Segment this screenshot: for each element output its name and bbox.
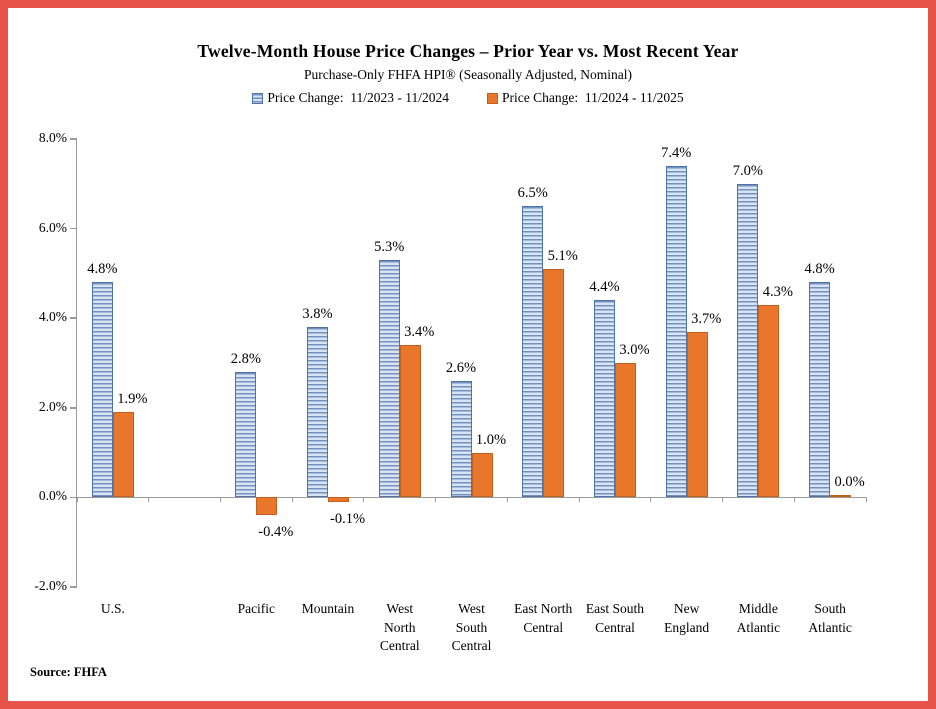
bar-recent-year xyxy=(543,268,565,498)
bar-prior-year xyxy=(522,206,544,498)
x-axis-category-label: U.S. xyxy=(100,601,125,616)
legend-label-recent-year: Price Change: 11/2024 - 11/2025 xyxy=(502,90,684,105)
category-axis-tick xyxy=(363,497,365,503)
bar-prior-year xyxy=(378,259,400,498)
y-axis-tick xyxy=(70,586,77,588)
bar-recent-year xyxy=(328,497,350,502)
x-axis-line xyxy=(77,496,866,499)
x-axis-category-label: South Atlantic xyxy=(808,601,852,635)
category-axis-tick xyxy=(435,497,437,503)
y-axis-tick-label: -2.0% xyxy=(34,578,67,593)
bar-prior-year xyxy=(593,300,615,498)
bar-value-label: 2.8% xyxy=(230,350,261,367)
chart-legend: Price Change: 11/2023 - 11/2024 Price Ch… xyxy=(8,90,928,106)
bar-prior-year xyxy=(809,282,831,498)
y-axis-tick xyxy=(70,227,77,230)
legend-label-prior-year: Price Change: 11/2023 - 11/2024 xyxy=(267,90,449,105)
bar-value-label: -0.4% xyxy=(258,524,294,541)
legend-item-prior-year: Price Change: 11/2023 - 11/2024 xyxy=(252,90,449,106)
bar-value-label: 1.0% xyxy=(475,431,507,448)
bar-recent-year xyxy=(830,495,852,498)
bar-recent-year xyxy=(758,304,780,498)
bar-prior-year xyxy=(307,327,329,498)
category-axis-tick xyxy=(291,497,293,503)
bar-recent-year xyxy=(399,345,421,498)
category-axis-tick xyxy=(148,497,150,503)
x-axis-category-label: New England xyxy=(664,601,710,635)
bar-value-label: 1.9% xyxy=(117,391,148,408)
category-axis-tick xyxy=(506,497,508,503)
x-axis-category-label: West North Central xyxy=(379,601,420,653)
bar-value-label: 5.1% xyxy=(547,247,578,264)
bar-recent-year xyxy=(614,363,636,498)
x-axis-category-label: East North Central xyxy=(514,601,573,635)
chart-subtitle: Purchase-Only FHFA HPI® (Seasonally Adju… xyxy=(304,67,632,82)
y-axis-tick-label: 0.0% xyxy=(38,488,67,504)
bar-prior-year xyxy=(737,183,759,498)
y-axis-tick xyxy=(70,138,77,140)
legend-swatch-prior-year-icon xyxy=(252,92,264,104)
x-axis-category-label: Middle Atlantic xyxy=(736,601,781,635)
bar-value-label: 4.8% xyxy=(87,261,118,278)
category-axis-tick xyxy=(578,497,580,503)
bar-prior-year xyxy=(665,165,687,498)
bar-recent-year xyxy=(112,412,134,498)
y-axis-tick-label: 2.0% xyxy=(38,398,67,414)
x-axis-category-label: Mountain xyxy=(301,601,355,616)
bar-prior-year xyxy=(91,282,113,498)
bar-value-label: 2.6% xyxy=(445,359,477,376)
bar-recent-year xyxy=(471,452,493,498)
category-axis-tick xyxy=(219,497,221,503)
x-axis-category-label: East South Central xyxy=(585,601,645,635)
bar-prior-year xyxy=(450,380,472,498)
legend-item-recent-year: Price Change: 11/2024 - 11/2025 xyxy=(487,90,684,106)
bar-value-label: 7.0% xyxy=(732,162,764,179)
y-axis-tick xyxy=(70,407,77,409)
y-axis-tick-label: 6.0% xyxy=(38,219,67,235)
bar-value-label: 3.7% xyxy=(691,310,722,327)
x-axis-category-label: West South Central xyxy=(451,601,492,653)
bar-value-label: 4.3% xyxy=(762,283,794,300)
y-axis-tick-label: 4.0% xyxy=(38,309,67,325)
category-axis-tick xyxy=(865,497,867,503)
category-axis-tick xyxy=(722,497,724,503)
category-axis-tick xyxy=(650,497,652,503)
bar-value-label: 0.0% xyxy=(834,474,865,491)
bar-value-label: -0.1% xyxy=(330,510,366,527)
plot-area: 8.0% 6.0% 4.0% 2.0% 0.0% -2.0% 4.8% 1.9% U.S. 2.8… xyxy=(34,130,867,653)
bar-value-label: 6.5% xyxy=(517,185,548,202)
chart-title: Twelve-Month House Price Changes – Prior… xyxy=(197,41,739,61)
bar-value-label: 3.8% xyxy=(302,306,333,323)
bar-value-label: 5.3% xyxy=(374,238,405,255)
y-axis-tick xyxy=(70,496,77,499)
bar-prior-year xyxy=(235,371,257,498)
bar-recent-year xyxy=(686,331,708,498)
y-axis-tick xyxy=(70,317,77,319)
category-axis-tick xyxy=(76,497,78,503)
bar-value-label: 7.4% xyxy=(661,144,692,161)
y-axis-line xyxy=(75,139,77,587)
category-axis-tick xyxy=(793,497,795,503)
x-axis-category-label: Pacific xyxy=(237,601,276,616)
bar-value-label: 4.8% xyxy=(804,261,835,278)
bar-recent-year xyxy=(256,497,278,516)
bar-value-label: 3.4% xyxy=(404,324,435,341)
y-axis-tick-label: 8.0% xyxy=(38,130,67,145)
bar-value-label: 4.4% xyxy=(589,279,620,296)
source-note: Source: FHFA xyxy=(30,665,107,679)
bar-value-label: 3.0% xyxy=(619,342,650,358)
legend-swatch-recent-year-icon xyxy=(487,92,498,104)
